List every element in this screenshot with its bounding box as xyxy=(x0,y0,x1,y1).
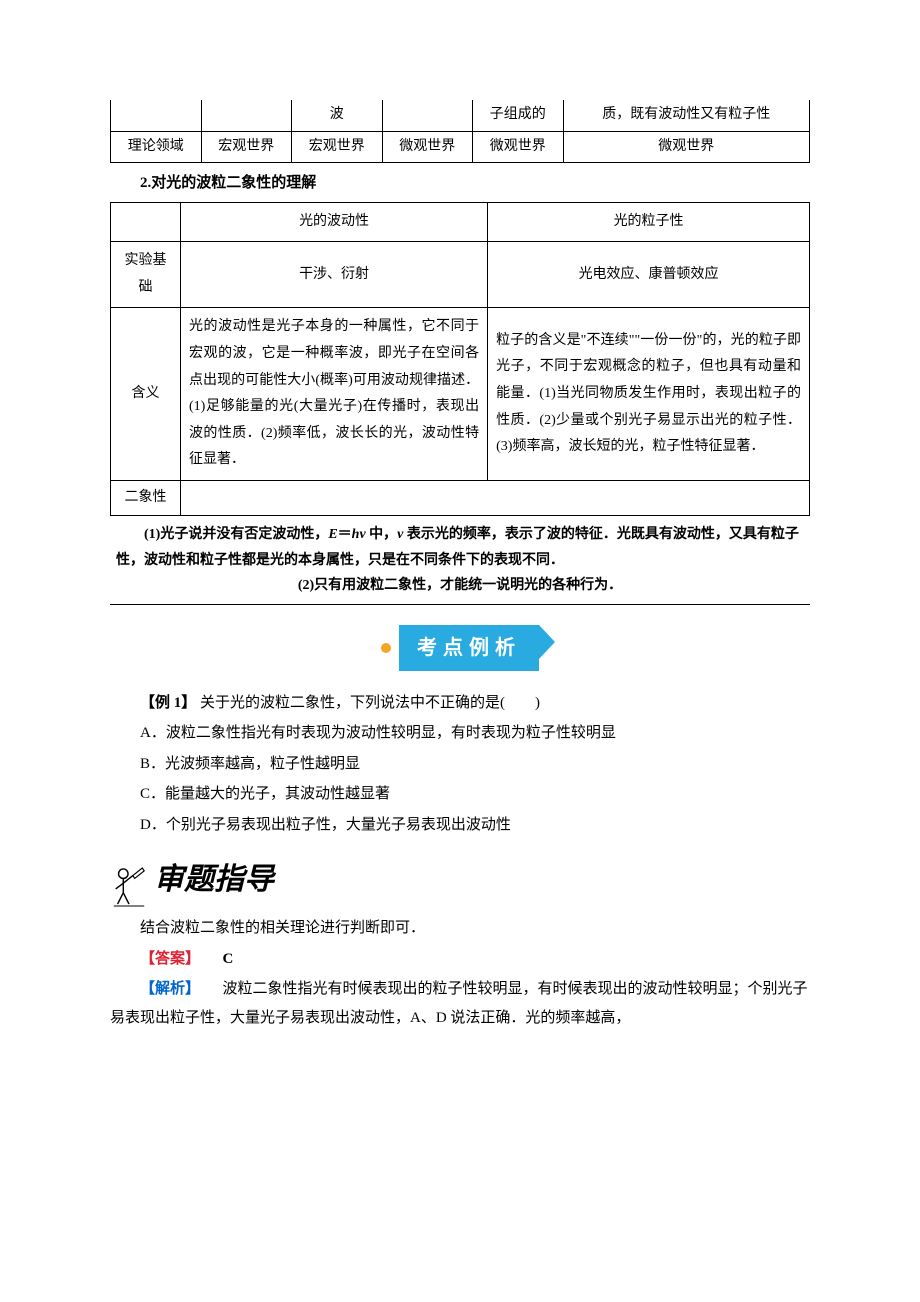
answer-line: 【答案】 C xyxy=(110,945,810,974)
t1-r2c4: 微观世界 xyxy=(473,131,564,163)
t2-r3-merged xyxy=(181,481,810,516)
banner-label: 考点例析 xyxy=(399,625,539,671)
t1-r2c1: 宏观世界 xyxy=(201,131,292,163)
example-1-question: 关于光的波粒二象性，下列说法中不正确的是( ) xyxy=(200,695,540,711)
t1-r1c6: 质，既有波动性又有粒子性 xyxy=(563,100,810,131)
analysis-line: 【解析】 波粒二象性指光有时候表现出的粒子性较明显，有时候表现出的波动性较明显；… xyxy=(110,975,810,1032)
table-2-wave-particle: 光的波动性 光的粒子性 实验基础 干涉、衍射 光电效应、康普顿效应 含义 光的波… xyxy=(110,202,810,517)
answer-value: C xyxy=(223,951,234,967)
note-p1: (1)光子说并没有否定波动性，E＝hv 中，v 表示光的频率，表示了波的特征．光… xyxy=(116,522,804,572)
table-1-light-theories: 波 子组成的 质，既有波动性又有粒子性 理论领域 宏观世界 宏观世界 微观世界 … xyxy=(110,100,810,163)
analysis-label: 【解析】 xyxy=(140,981,200,997)
answer-label: 【答案】 xyxy=(140,951,200,967)
note-formula-hv: hv xyxy=(352,527,366,542)
note-eq: ＝ xyxy=(338,527,352,542)
t2-r2-wave: 光的波动性是光子本身的一种属性，它不同于宏观的波，它是一种概率波，即光子在空间各… xyxy=(181,308,488,481)
t2-r2-particle: 粒子的含义是"不连续""一份一份"的，光的粒子即光子，不同于宏观概念的粒子，但也… xyxy=(488,308,810,481)
t1-r2-label: 理论领域 xyxy=(111,131,202,163)
t1-r2c3: 微观世界 xyxy=(382,131,473,163)
t1-r1c5: 子组成的 xyxy=(473,100,564,131)
guide-heading: 审题指导 xyxy=(110,851,810,908)
t2-h2: 光的波动性 xyxy=(181,202,488,242)
t1-r2c2: 宏观世界 xyxy=(292,131,383,163)
option-A: A．波粒二象性指光有时表现为波动性较明显，有时表现为粒子性较明显 xyxy=(110,719,810,748)
option-C: C．能量越大的光子，其波动性越显著 xyxy=(110,780,810,809)
note-p2: (2)只有用波粒二象性，才能统一说明光的各种行为． xyxy=(116,573,804,598)
duality-note: (1)光子说并没有否定波动性，E＝hv 中，v 表示光的频率，表示了波的特征．光… xyxy=(110,522,810,605)
guide-text: 结合波粒二象性的相关理论进行判断即可． xyxy=(110,914,810,943)
banner-dot-icon xyxy=(381,643,391,653)
t2-h3: 光的粒子性 xyxy=(488,202,810,242)
t2-r1-wave: 干涉、衍射 xyxy=(181,242,488,308)
t2-r1-particle: 光电效应、康普顿效应 xyxy=(488,242,810,308)
note-p1-prefix: (1)光子说并没有否定波动性， xyxy=(144,527,328,542)
t2-r2-label: 含义 xyxy=(111,308,181,481)
t1-r1c2 xyxy=(201,100,292,131)
section-title: 2.对光的波粒二象性的理解 xyxy=(110,169,810,198)
t1-r1c3: 波 xyxy=(292,100,383,131)
t2-h1 xyxy=(111,202,181,242)
note-p1-mid: 中， xyxy=(366,527,398,542)
guide-label: 审题指导 xyxy=(154,851,274,908)
example-1-stem: 【例 1】 关于光的波粒二象性，下列说法中不正确的是( ) xyxy=(110,689,810,718)
t2-r3-label: 二象性 xyxy=(111,481,181,516)
option-B: B．光波频率越高，粒子性越明显 xyxy=(110,750,810,779)
t2-r1-label: 实验基础 xyxy=(111,242,181,308)
t1-r1c1 xyxy=(111,100,202,131)
pencil-figure-icon xyxy=(110,866,148,908)
t1-r2c5: 微观世界 xyxy=(563,131,810,163)
section-banner: 考点例析 xyxy=(110,625,810,671)
example-1-label: 【例 1】 xyxy=(140,695,196,711)
note-formula-E: E xyxy=(328,527,337,542)
option-D: D．个别光子易表现出粒子性，大量光子易表现出波动性 xyxy=(110,811,810,840)
t1-r1c4 xyxy=(382,100,473,131)
